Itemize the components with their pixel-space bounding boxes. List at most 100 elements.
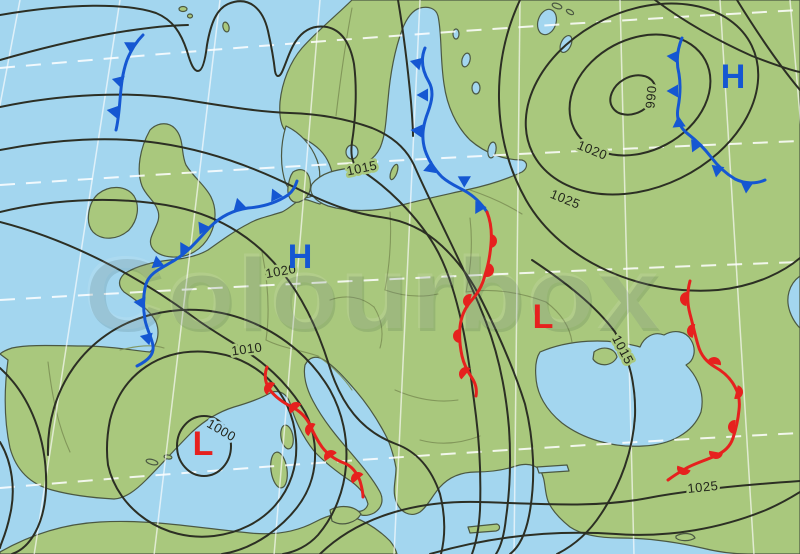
cold-front-triangle-icon	[106, 105, 120, 119]
warm-front-semicircle-icon	[490, 234, 497, 248]
warm-front-semicircle-icon	[459, 367, 471, 380]
cold-front	[666, 36, 767, 194]
parallel-dashed-line	[0, 432, 800, 489]
isobar-line	[531, 259, 637, 554]
isobar-line	[429, 491, 800, 554]
cold-front-line	[135, 179, 299, 368]
cold-front-triangle-icon	[409, 57, 423, 71]
isobar-value-label: 990	[642, 85, 659, 109]
cold-front-triangle-icon	[233, 197, 247, 211]
cold-front-triangle-icon	[133, 296, 146, 310]
parallel-dashed-line	[0, 9, 800, 69]
meridian-line	[273, 0, 321, 554]
isobar-line	[0, 24, 189, 61]
isobar-line	[0, 441, 14, 549]
parallel-dashed-line	[0, 261, 800, 301]
isobar-ring	[609, 74, 657, 116]
meridian-line	[513, 0, 521, 554]
warm-front-semicircle-icon	[709, 450, 723, 459]
island-sardinia	[270, 451, 288, 489]
island-gotland	[389, 163, 399, 181]
low-pressure-letter: L	[533, 298, 554, 336]
isobar-ring	[176, 415, 232, 477]
island-shetland	[222, 21, 230, 33]
country-border	[394, 389, 459, 402]
island-faroe-2	[186, 13, 194, 19]
country-border	[384, 289, 439, 297]
island-balearic-1	[145, 458, 159, 466]
lake-finland-3	[452, 28, 460, 40]
cold-front-triangle-icon	[691, 139, 703, 153]
meridian-line	[0, 0, 21, 109]
meridian-line	[153, 0, 221, 554]
country-border	[335, 7, 353, 117]
warm-front-semicircle-icon	[463, 294, 472, 308]
warm-front	[263, 365, 365, 499]
cold-front-triangle-icon	[111, 75, 125, 89]
cold-front	[133, 179, 299, 368]
lake-peipus	[487, 141, 497, 159]
cold-front	[106, 33, 145, 132]
warm-front-semicircle-icon	[289, 402, 302, 414]
cold-front-triangle-icon	[124, 42, 138, 54]
island-faroe-1	[178, 5, 188, 13]
warm-front-semicircle-icon	[305, 423, 316, 437]
isobar-line	[736, 0, 800, 91]
lake-finland-2	[471, 81, 481, 95]
cold-front-triangle-icon	[666, 50, 679, 64]
warm-front-semicircle-icon	[677, 465, 691, 475]
isobar-line	[498, 0, 800, 292]
cold-front-triangle-icon	[423, 160, 437, 174]
country-border	[384, 211, 392, 291]
lake-finland-1	[461, 52, 471, 68]
warm-front-semicircle-icon	[264, 382, 276, 395]
cold-front	[409, 46, 489, 214]
island-arctic-1	[551, 2, 563, 10]
isobar-line	[654, 0, 800, 73]
warm-front-semicircle-icon	[680, 292, 688, 306]
isobar-value-label: 1025	[687, 478, 719, 496]
isobar-ring	[524, 2, 760, 196]
warm-front-semicircle-icon	[707, 357, 721, 366]
cold-front-triangle-icon	[457, 176, 471, 188]
isobar-line	[397, 0, 414, 137]
front-layer	[106, 33, 767, 499]
warm-front-semicircle-icon	[324, 450, 337, 462]
cold-front-triangle-icon	[410, 124, 423, 138]
isobar-line	[319, 480, 800, 554]
country-border	[373, 306, 383, 349]
warm-front-semicircle-icon	[687, 324, 696, 338]
isobar-line	[46, 308, 348, 554]
sea-baltic	[310, 6, 528, 212]
country-border	[545, 301, 573, 343]
island-cyprus	[675, 532, 696, 542]
cold-front-triangle-icon	[198, 221, 211, 235]
parallel-dashed-line	[0, 140, 800, 186]
cold-front-triangle-icon	[740, 181, 754, 194]
pressure-system-layer: H H L L	[193, 58, 746, 463]
country-border	[329, 296, 375, 308]
island-arctic-2	[565, 8, 575, 16]
island-sicily	[329, 505, 362, 525]
warm-front-line	[263, 365, 365, 499]
warm-front-semicircle-icon	[485, 263, 494, 277]
warm-front	[666, 279, 743, 482]
meridian-line	[789, 0, 800, 125]
isobar-line	[0, 93, 511, 554]
cold-front-line	[420, 46, 489, 214]
meridian-line	[619, 0, 635, 554]
isobar-line	[105, 350, 298, 538]
cold-front-line	[675, 36, 767, 185]
isobar-line	[0, 0, 482, 554]
warm-front-semicircle-icon	[453, 329, 462, 343]
cold-front-triangle-icon	[666, 84, 678, 98]
warm-front-semicircle-icon	[728, 420, 736, 434]
landmass-north-africa	[0, 513, 398, 554]
high-pressure-letter: H	[721, 58, 746, 96]
country-border	[419, 435, 481, 444]
country-border	[317, 355, 353, 391]
low-pressure-letter: L	[193, 425, 214, 463]
sea-caspian-edge	[787, 275, 800, 329]
